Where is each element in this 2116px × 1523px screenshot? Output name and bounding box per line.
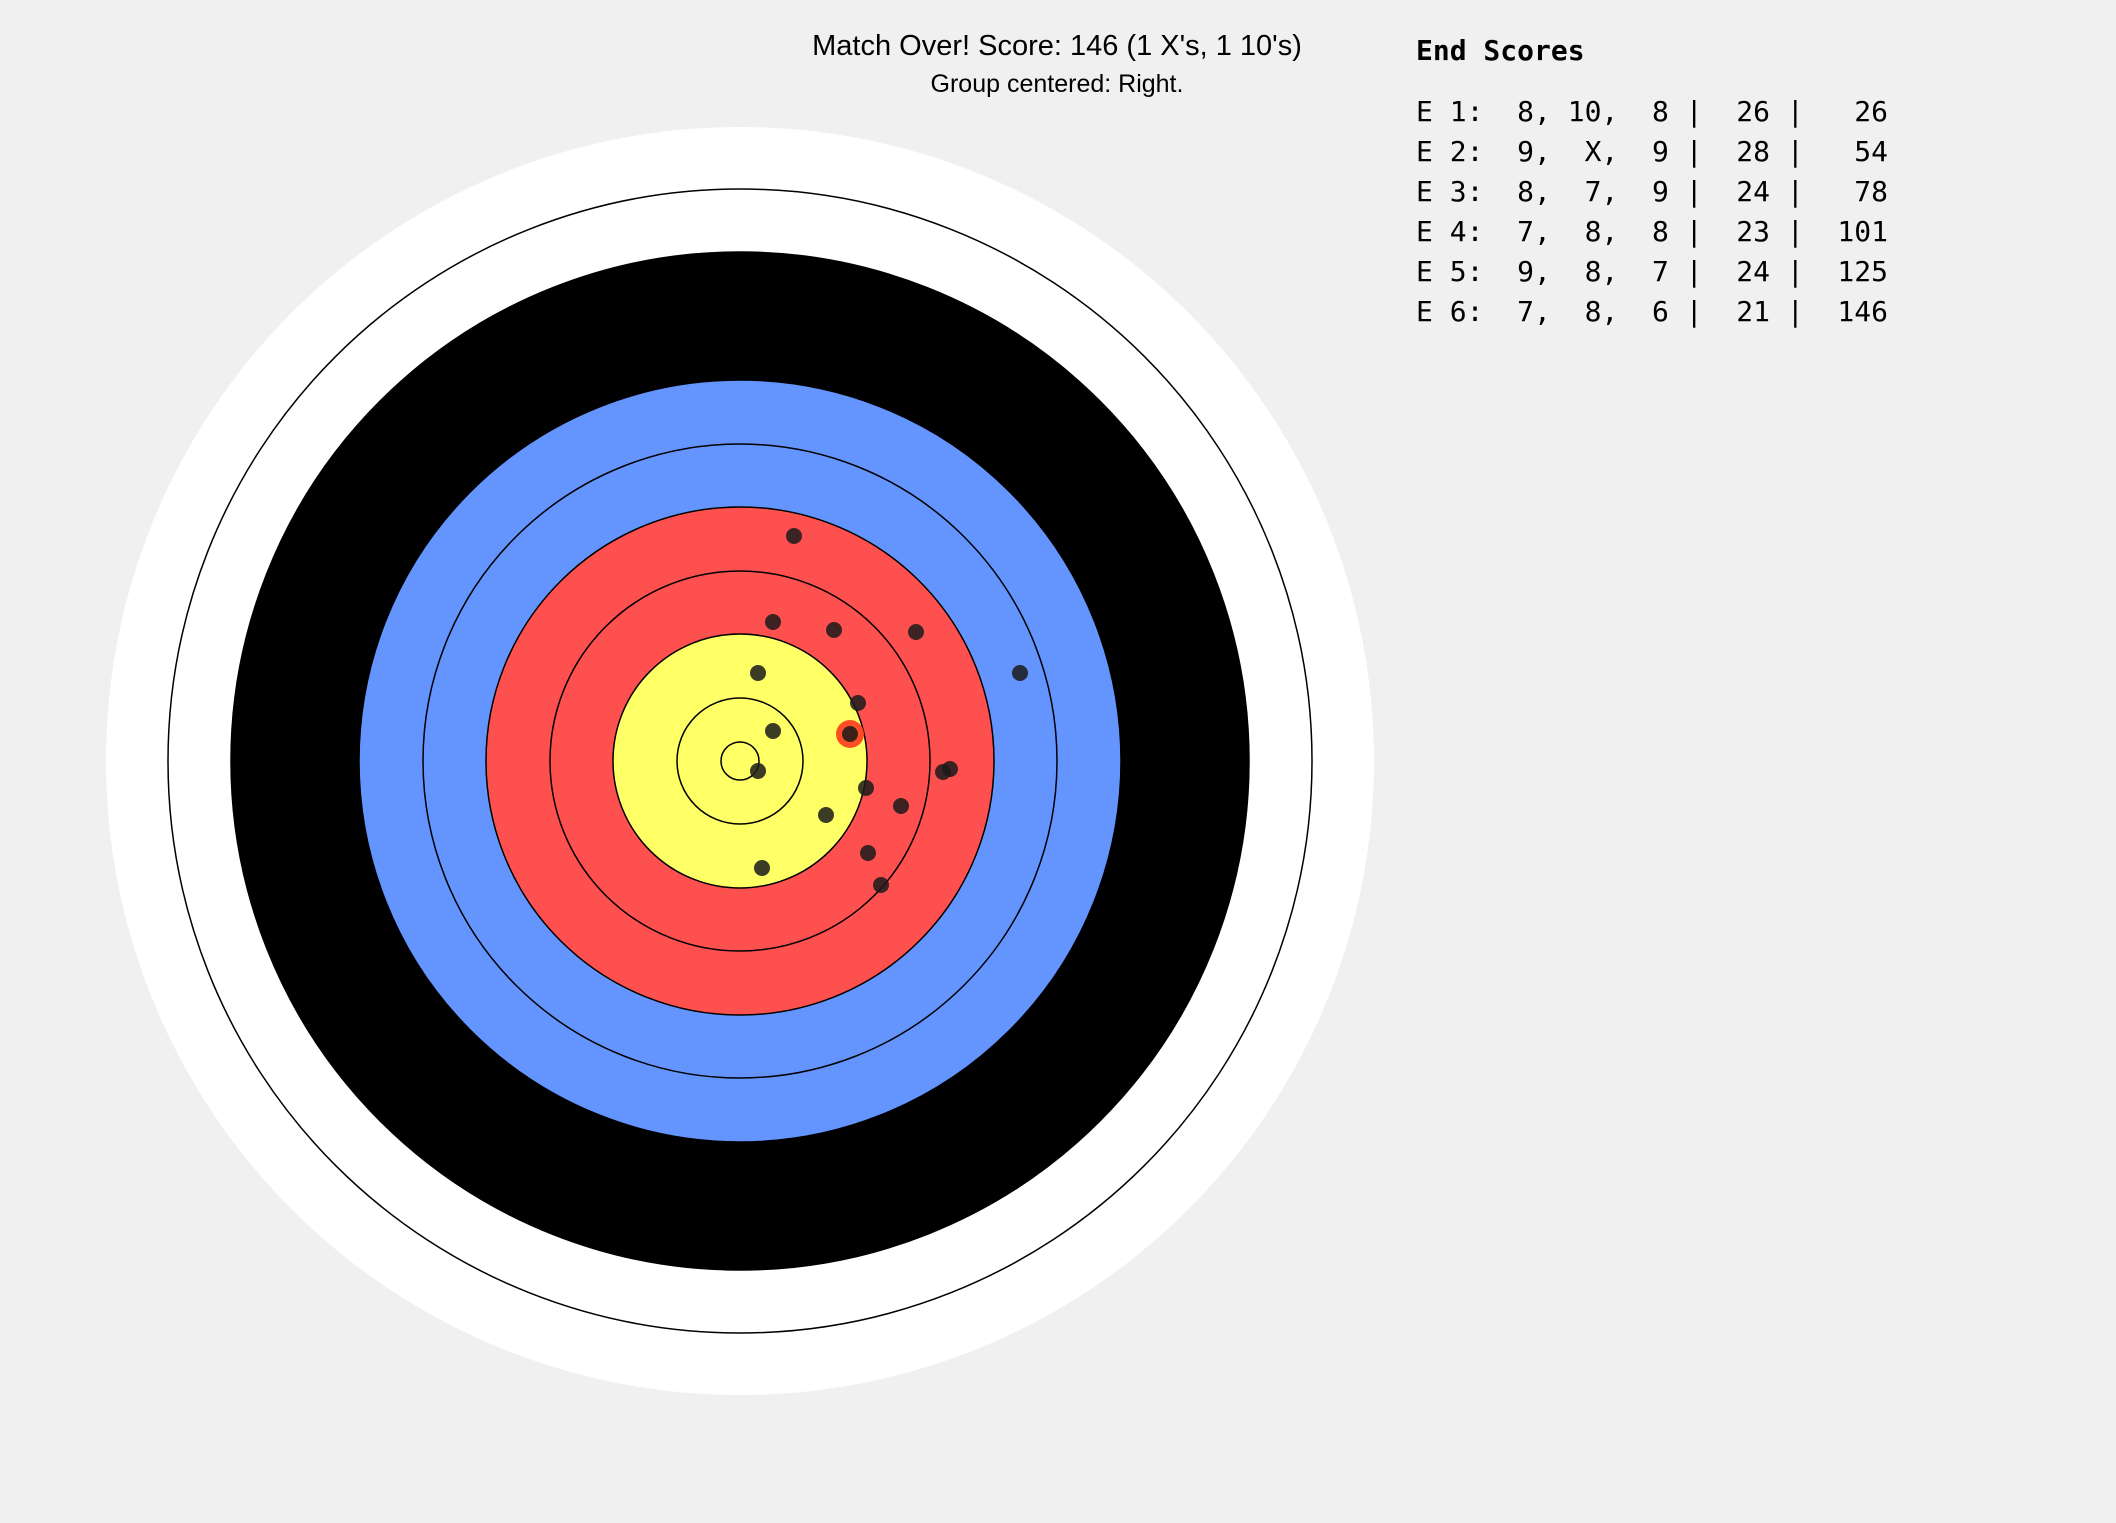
arrow — [873, 877, 889, 893]
arrow — [786, 528, 802, 544]
arrow — [818, 807, 834, 823]
arrow — [908, 624, 924, 640]
score-row: E 2: 9, X, 9 | 28 | 54 — [1416, 135, 1888, 168]
arrow — [860, 845, 876, 861]
arrow — [858, 780, 874, 796]
title: Match Over! Score: 146 (1 X's, 1 10's) — [812, 30, 1302, 62]
arrow — [850, 695, 866, 711]
scores-title: End Scores — [1416, 34, 1585, 67]
ring-x — [720, 741, 760, 781]
arrow — [765, 723, 781, 739]
arrow — [765, 614, 781, 630]
arrow — [942, 761, 958, 777]
arrow — [826, 622, 842, 638]
arrow — [842, 726, 858, 742]
arrow — [754, 860, 770, 876]
arrow — [1012, 665, 1028, 681]
arrow — [750, 665, 766, 681]
arrow — [893, 798, 909, 814]
score-row: E 1: 8, 10, 8 | 26 | 26 — [1416, 95, 1888, 128]
subtitle: Group centered: Right. — [931, 70, 1184, 98]
score-row: E 5: 9, 8, 7 | 24 | 125 — [1416, 255, 1888, 288]
score-row: E 6: 7, 8, 6 | 21 | 146 — [1416, 295, 1888, 328]
arrows — [750, 528, 1028, 893]
target[interactable] — [106, 127, 1374, 1395]
arrow — [750, 763, 766, 779]
score-row: E 3: 8, 7, 9 | 24 | 78 — [1416, 175, 1888, 208]
score-rows: E 1: 8, 10, 8 | 26 | 26 E 2: 9, X, 9 | 28… — [1416, 95, 1888, 328]
score-row: E 4: 7, 8, 8 | 23 | 101 — [1416, 215, 1888, 248]
